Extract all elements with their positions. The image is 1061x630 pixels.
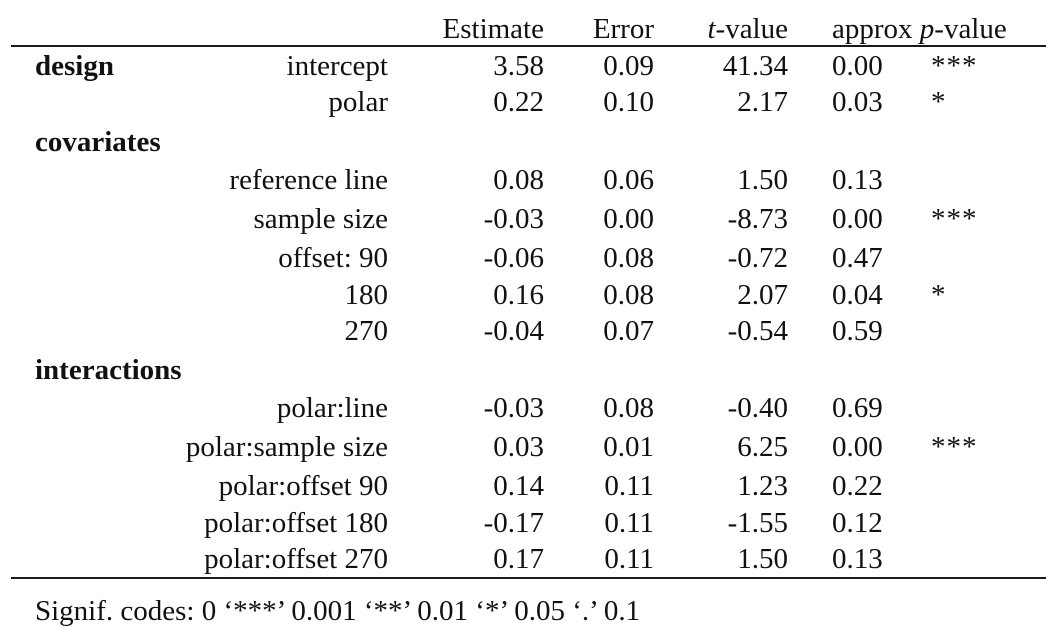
error-cell: 0.09 xyxy=(603,50,654,82)
row-label: polar:sample size xyxy=(185,431,388,463)
significance-stars: *** xyxy=(931,50,978,82)
estimate-cell: -0.04 xyxy=(483,315,544,347)
row-label: reference line xyxy=(229,164,388,196)
p-value-cell: 0.22 xyxy=(832,470,883,502)
error-cell: 0.11 xyxy=(604,507,654,539)
estimate-cell: -0.06 xyxy=(483,242,544,274)
row-label: intercept xyxy=(286,50,388,82)
p-value-cell: 0.00 xyxy=(832,431,883,463)
col-header-pvalue-italic: p xyxy=(919,13,935,45)
col-header-approx: approx xyxy=(832,13,920,45)
significance-stars: * xyxy=(931,279,947,311)
col-header-tvalue: t-value xyxy=(707,15,788,44)
t-value-cell: -8.73 xyxy=(727,203,788,235)
p-value-cell: 0.13 xyxy=(832,164,883,196)
p-value-cell: 0.59 xyxy=(832,315,883,347)
t-value-cell: 2.07 xyxy=(737,279,788,311)
section-title: covariates xyxy=(35,126,161,158)
row-label: 180 xyxy=(344,279,389,311)
t-value-cell: 41.34 xyxy=(722,50,788,82)
estimate-cell: 0.16 xyxy=(493,279,544,311)
error-cell: 0.08 xyxy=(603,392,654,424)
row-label: 270 xyxy=(344,315,389,347)
t-value-cell: -0.40 xyxy=(727,392,788,424)
row-label: polar xyxy=(328,86,388,118)
t-value-cell: -0.54 xyxy=(727,315,788,347)
section-title: interactions xyxy=(35,354,182,386)
estimate-cell: -0.17 xyxy=(483,507,544,539)
row-label: sample size xyxy=(253,203,388,235)
section-title: design xyxy=(35,50,114,82)
estimate-cell: 0.22 xyxy=(493,86,544,118)
row-label: polar:offset 180 xyxy=(204,507,388,539)
t-value-cell: 6.25 xyxy=(737,431,788,463)
error-cell: 0.08 xyxy=(603,242,654,274)
signif-codes-footnote: Signif. codes: 0 ‘***’ 0.001 ‘**’ 0.01 ‘… xyxy=(35,595,641,627)
row-label: polar:offset 90 xyxy=(218,470,388,502)
col-header-estimate: Estimate xyxy=(442,13,544,45)
t-value-cell: 2.17 xyxy=(737,86,788,118)
error-cell: 0.06 xyxy=(603,164,654,196)
estimate-cell: 3.58 xyxy=(493,50,544,82)
top-rule xyxy=(11,45,1046,47)
p-value-cell: 0.47 xyxy=(832,242,883,274)
error-cell: 0.07 xyxy=(603,315,654,347)
p-value-cell: 0.13 xyxy=(832,543,883,575)
col-header-tvalue-italic: t xyxy=(707,13,716,45)
estimate-cell: -0.03 xyxy=(483,203,544,235)
t-value-cell: 1.23 xyxy=(737,470,788,502)
t-value-cell: 1.50 xyxy=(737,164,788,196)
estimate-cell: 0.17 xyxy=(493,543,544,575)
estimate-cell: -0.03 xyxy=(483,392,544,424)
p-value-cell: 0.12 xyxy=(832,507,883,539)
col-header-pvalue: approx p-value xyxy=(832,15,1007,44)
t-value-cell: 1.50 xyxy=(737,543,788,575)
p-value-cell: 0.03 xyxy=(832,86,883,118)
estimate-cell: 0.14 xyxy=(493,470,544,502)
error-cell: 0.00 xyxy=(603,203,654,235)
p-value-cell: 0.04 xyxy=(832,279,883,311)
error-cell: 0.11 xyxy=(604,470,654,502)
significance-stars: * xyxy=(931,86,947,118)
row-label: offset: 90 xyxy=(278,242,388,274)
estimate-cell: 0.08 xyxy=(493,164,544,196)
error-cell: 0.11 xyxy=(604,543,654,575)
estimate-cell: 0.03 xyxy=(493,431,544,463)
col-header-tvalue-rest: -value xyxy=(715,13,788,45)
significance-stars: *** xyxy=(931,431,978,463)
significance-stars: *** xyxy=(931,203,978,235)
col-header-error: Error xyxy=(592,13,654,45)
p-value-cell: 0.00 xyxy=(832,203,883,235)
bottom-rule xyxy=(11,577,1046,579)
p-value-cell: 0.69 xyxy=(832,392,883,424)
error-cell: 0.01 xyxy=(603,431,654,463)
row-label: polar:line xyxy=(276,392,388,424)
error-cell: 0.08 xyxy=(603,279,654,311)
t-value-cell: -1.55 xyxy=(727,507,788,539)
row-label: polar:offset 270 xyxy=(204,543,388,575)
error-cell: 0.10 xyxy=(603,86,654,118)
p-value-cell: 0.00 xyxy=(832,50,883,82)
t-value-cell: -0.72 xyxy=(727,242,788,274)
col-header-pvalue-rest: -value xyxy=(934,13,1007,45)
